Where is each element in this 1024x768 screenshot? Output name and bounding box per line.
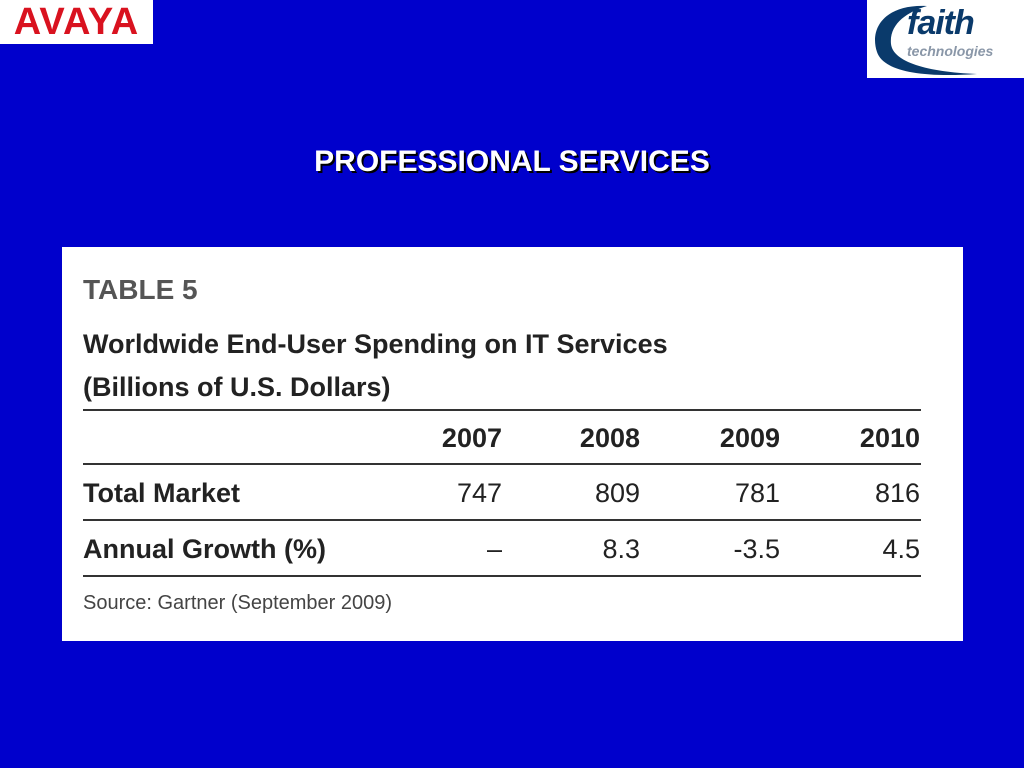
row-label-annual-growth: Annual Growth (%) xyxy=(83,534,326,564)
cell-total-market-2008: 809 xyxy=(594,478,640,508)
avaya-logo-text: AVAYA xyxy=(13,1,140,43)
table-heading: Worldwide End-User Spending on IT Servic… xyxy=(83,323,863,409)
faith-logo-text: faith xyxy=(907,4,975,42)
faith-logo-subtext: technologies xyxy=(907,43,994,59)
table-card: TABLE 5 Worldwide End-User Spending on I… xyxy=(62,247,963,641)
table-heading-line-1: Worldwide End-User Spending on IT Servic… xyxy=(83,329,668,359)
cell-annual-growth-2008: 8.3 xyxy=(602,534,640,564)
column-header-2008: 2008 xyxy=(579,423,640,453)
column-header-2009: 2009 xyxy=(719,423,780,453)
avaya-logo: AVAYA xyxy=(0,0,153,44)
table-rule-top xyxy=(83,409,921,411)
cell-total-market-2007: 747 xyxy=(456,478,502,508)
column-header-2010: 2010 xyxy=(859,423,920,453)
table-source-note: Source: Gartner (September 2009) xyxy=(83,592,393,614)
cell-annual-growth-2009: -3.5 xyxy=(733,534,780,564)
slide-title: PROFESSIONAL SERVICES xyxy=(314,145,710,178)
column-header-2007: 2007 xyxy=(441,423,502,453)
cell-annual-growth-2010: 4.5 xyxy=(882,534,920,564)
faith-technologies-logo: faith technologies xyxy=(867,0,1024,78)
table-rule-row-1 xyxy=(83,519,921,521)
cell-total-market-2009: 781 xyxy=(734,478,780,508)
row-label-total-market: Total Market xyxy=(83,478,241,508)
table-rule-header xyxy=(83,463,921,465)
faith-swoosh-icon xyxy=(875,5,977,76)
table-rule-bottom xyxy=(83,575,921,577)
table-number: TABLE 5 xyxy=(83,274,198,305)
cell-total-market-2010: 816 xyxy=(874,478,920,508)
table-heading-line-2: (Billions of U.S. Dollars) xyxy=(83,372,391,402)
cell-annual-growth-2007: – xyxy=(486,534,502,564)
